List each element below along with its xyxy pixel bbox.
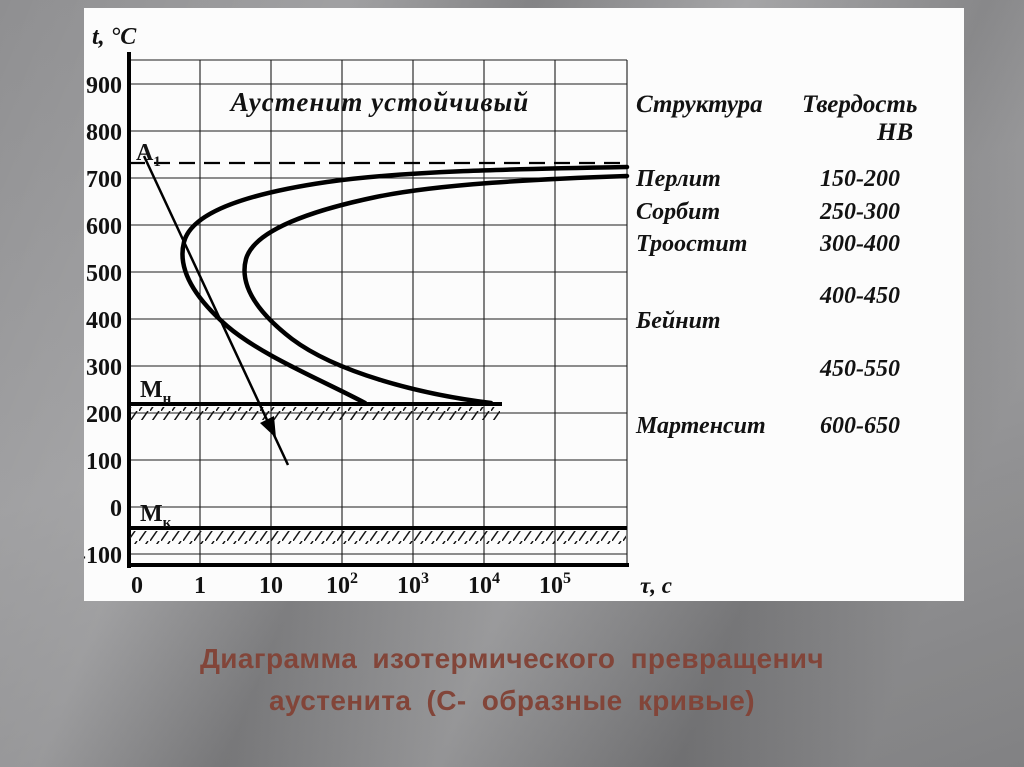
chart-title: Аустенит устойчивый — [229, 87, 530, 117]
martensite-end-label: Мк — [140, 501, 172, 531]
x-tick-label: 104 — [468, 570, 500, 599]
legend-structure: Сорбит — [636, 199, 720, 225]
x-tick-label: 103 — [397, 570, 429, 599]
legend-hardness: 600-650 — [820, 413, 900, 439]
y-tick-label: 0 — [110, 496, 122, 522]
y-tick-label: 500 — [86, 261, 122, 287]
y-tick-label: -100 — [84, 543, 122, 569]
martensite-end-hatch — [130, 531, 626, 544]
y-tick-label: 400 — [86, 308, 122, 334]
x-tick-label: 105 — [539, 570, 571, 599]
y-tick-label: 300 — [86, 355, 122, 381]
legend-structure: Мартенсит — [635, 413, 766, 439]
y-tick-label: 200 — [86, 402, 122, 428]
y-tick-label: 100 — [86, 449, 122, 475]
legend-hardness: 150-200 — [820, 166, 900, 192]
horizontal-gridlines — [129, 59, 627, 555]
ttt-diagram: t, °C τ, с Аустенит устойчивый 900 800 7… — [78, 24, 917, 599]
legend-structure: Троостит — [636, 231, 747, 257]
x-tick-label: 0 — [131, 573, 143, 599]
legend-hardness: 300-400 — [819, 231, 900, 257]
legend-header-hardness: Твердость — [802, 91, 917, 118]
legend-header-hardness-unit: НВ — [876, 119, 913, 146]
diagram-panel: t, °C τ, с Аустенит устойчивый 900 800 7… — [78, 8, 964, 601]
x-tick-label: 102 — [326, 570, 358, 599]
slide-caption: Диаграмма изотермического превращенич ау… — [0, 638, 1024, 722]
y-tick-label: 800 — [86, 120, 122, 146]
x-tick-label: 1 — [194, 573, 206, 599]
x-axis-label: τ, с — [640, 573, 672, 598]
martensite-start-label: Мн — [140, 377, 172, 407]
cooling-curve-arrowhead — [260, 416, 276, 438]
legend-hardness: 250-300 — [819, 199, 900, 225]
y-axis-label: t, °C — [92, 24, 137, 50]
cooling-curve-line — [142, 155, 290, 466]
a1-label: А1 — [136, 140, 161, 170]
legend-header-structure: Структура — [636, 91, 763, 118]
y-tick-label: 700 — [86, 167, 122, 193]
y-tick-label: 900 — [86, 73, 122, 99]
transformation-end-curve — [242, 173, 630, 406]
vertical-gridlines — [199, 60, 628, 565]
legend-hardness: 450-550 — [819, 356, 900, 382]
caption-line-2: аустенита (С- образные кривые) — [268, 685, 755, 716]
martensite-start-hatch — [130, 407, 500, 420]
caption-line-1: Диаграмма изотермического превращенич — [199, 643, 825, 674]
legend-structure: Бейнит — [635, 308, 721, 334]
legend-hardness: 400-450 — [819, 283, 900, 309]
legend-structure: Перлит — [635, 166, 721, 192]
y-tick-label: 600 — [86, 214, 122, 240]
x-tick-label: 10 — [259, 573, 283, 599]
transformation-start-curve — [180, 164, 630, 406]
